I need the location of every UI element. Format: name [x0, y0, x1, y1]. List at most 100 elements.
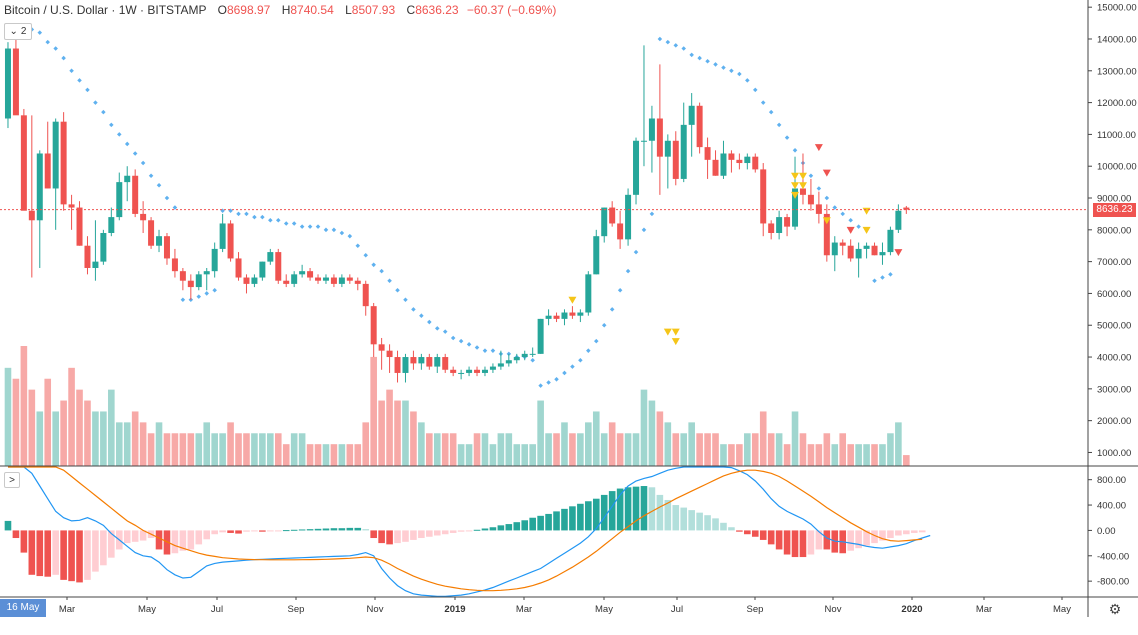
sar-dot — [387, 278, 392, 283]
volume-bar — [465, 444, 473, 466]
volume-bar — [290, 433, 298, 466]
price-tick-label: 14000.00 — [1097, 34, 1137, 45]
macd-histogram-bar — [100, 530, 107, 566]
macd-histogram-bar — [481, 528, 489, 531]
chevron-right-icon: > — [9, 474, 15, 486]
signal-triangle — [798, 182, 807, 190]
macd-histogram-bar — [290, 529, 298, 531]
sar-dot — [888, 272, 893, 277]
sar-dot — [848, 218, 853, 223]
high-value: 8740.54 — [290, 3, 334, 17]
volume-bar — [338, 444, 346, 466]
candle-body — [251, 277, 258, 284]
volume-bar — [76, 389, 83, 466]
macd-histogram-bar — [736, 530, 743, 532]
candle-body — [315, 277, 322, 281]
candle-body — [4, 48, 11, 119]
volume-bar — [243, 433, 250, 466]
macd-histogram-bar — [807, 530, 815, 555]
close-value: 8636.23 — [415, 3, 459, 17]
volume-bar — [123, 422, 131, 466]
volume-bar — [759, 411, 767, 466]
candle-body — [895, 210, 902, 230]
candle-body — [617, 223, 624, 240]
volume-bar — [187, 433, 195, 466]
macd-histogram-bar — [370, 530, 377, 539]
volume-bar — [592, 411, 600, 466]
candle-body — [903, 207, 910, 210]
volume-bar — [648, 400, 656, 466]
sar-dot — [768, 109, 774, 115]
volume-bar — [203, 422, 211, 466]
macd-tick-label: -800.00 — [1097, 577, 1129, 588]
candle-body — [744, 156, 751, 164]
sar-dot — [760, 100, 766, 105]
macd-histogram-bar — [704, 515, 711, 531]
sell-triangle — [822, 169, 831, 177]
volume-bar — [44, 378, 52, 466]
sar-dot — [355, 243, 361, 248]
candle-body — [211, 248, 218, 272]
macd-histogram-bar — [84, 530, 91, 580]
volume-bar — [386, 389, 393, 466]
volume-bar — [823, 433, 831, 466]
sar-dot — [562, 370, 567, 376]
macd-histogram-bar — [728, 527, 735, 531]
candle-body — [633, 140, 640, 195]
macd-histogram-bar — [537, 515, 544, 531]
open-value: 8698.97 — [226, 3, 271, 17]
macd-histogram-bar — [585, 501, 592, 531]
macd-histogram-bar — [823, 530, 831, 550]
macd-histogram-bar — [52, 530, 59, 575]
candle-body — [847, 245, 854, 259]
sar-dot — [124, 141, 130, 147]
sar-dot — [93, 100, 98, 105]
volume-bar — [656, 411, 664, 466]
macd-histogram-bar — [871, 530, 878, 544]
volume-bar — [92, 411, 99, 466]
sar-dot — [824, 195, 830, 201]
candle-body — [577, 312, 584, 316]
sar-dot — [299, 224, 305, 229]
macd-histogram-bar — [600, 494, 608, 531]
sar-dot — [594, 338, 599, 344]
sar-dot — [816, 186, 822, 191]
time-tick-label: Sep — [747, 604, 764, 615]
collapse-indicators-button[interactable]: ⌄ 2 — [4, 23, 32, 40]
sar-dot — [331, 227, 337, 233]
macd-histogram-bar — [235, 530, 242, 534]
volume-bar — [28, 389, 36, 466]
candle-body — [823, 213, 830, 256]
time-tick-label: Jul — [211, 604, 223, 615]
time-tick-label: 2019 — [444, 604, 465, 615]
candle-body — [680, 124, 687, 179]
volume-bar — [36, 411, 44, 466]
sar-dot — [625, 268, 631, 274]
price-tick-label: 9000.00 — [1097, 194, 1131, 205]
sar-dot — [212, 287, 217, 293]
macd-histogram-bar — [171, 530, 179, 554]
macd-histogram-bar — [243, 530, 250, 532]
candle-body — [466, 369, 473, 373]
candle-body — [585, 274, 592, 313]
signal-triangle — [862, 207, 871, 215]
macd-histogram — [4, 486, 926, 583]
volume-bar — [378, 400, 385, 466]
macd-histogram-bar — [903, 530, 910, 535]
time-tick-label: May — [1053, 604, 1071, 615]
sar-dot — [586, 348, 591, 353]
macd-histogram-bar — [20, 530, 28, 553]
sar-dot — [753, 87, 758, 93]
signal-triangle — [568, 296, 577, 304]
expand-pane-button[interactable]: > — [4, 472, 20, 488]
volume-bar — [807, 444, 815, 466]
macd-histogram-bar — [123, 530, 131, 544]
sar-dot — [872, 278, 877, 283]
candle-body — [863, 245, 870, 249]
sar-dot — [403, 297, 408, 303]
macd-histogram-bar — [577, 503, 584, 531]
volume-bar — [481, 433, 489, 466]
symbol-header: Bitcoin / U.S. Dollar · 1W · BITSTAMP O8… — [4, 3, 556, 17]
sar-dot — [435, 326, 440, 331]
gear-icon[interactable]: ⚙ — [1108, 601, 1122, 617]
